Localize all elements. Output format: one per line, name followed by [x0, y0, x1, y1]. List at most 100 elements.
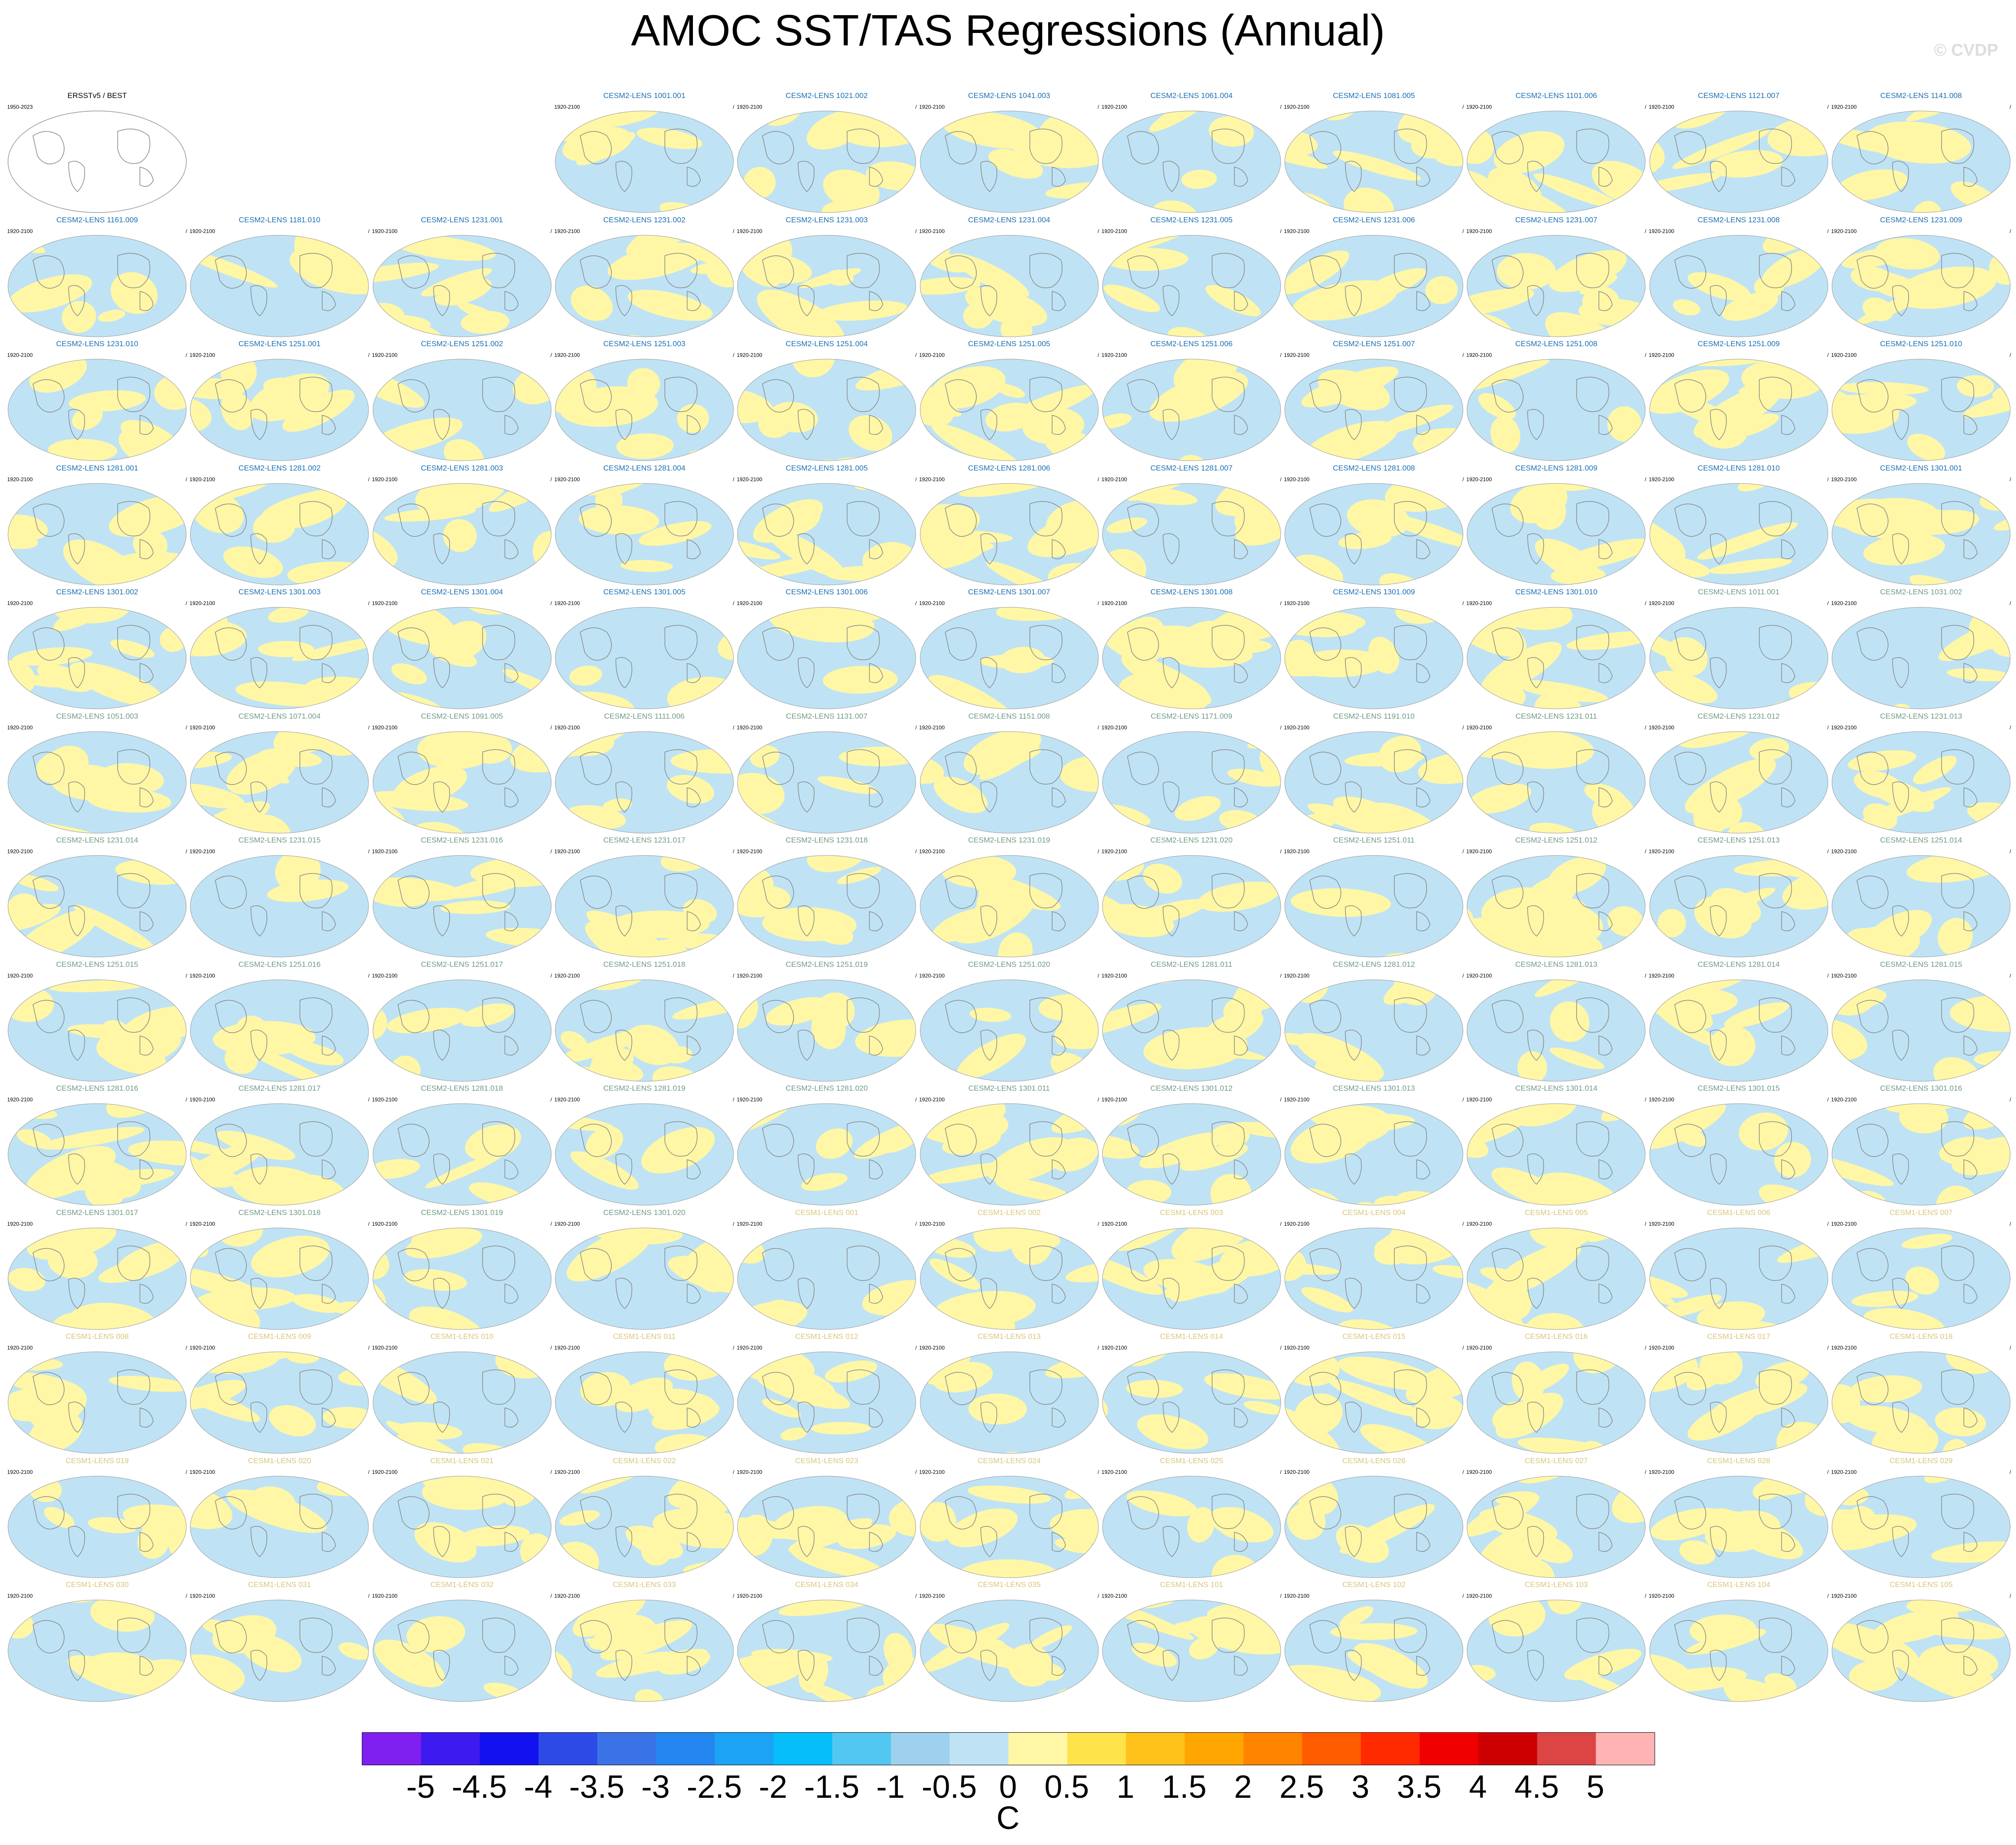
positive-anomaly-blob [1205, 285, 1261, 316]
colorbar [362, 1732, 1655, 1765]
map-outline [373, 483, 552, 585]
coastline [1309, 253, 1430, 316]
panel-separator: / [1098, 104, 1099, 110]
positive-anomaly-blob [1942, 1439, 1970, 1453]
positive-anomaly-blob [727, 607, 733, 612]
positive-anomaly-blob [1336, 1524, 1389, 1563]
panel-separator: / [733, 104, 734, 110]
positive-anomaly-blob [1065, 1260, 1098, 1282]
positive-anomaly-blob [241, 814, 291, 833]
positive-anomaly-blob [933, 776, 988, 813]
panel-separator: / [1098, 1220, 1099, 1227]
coastline [944, 253, 1066, 316]
map-outline [737, 1476, 916, 1578]
regression-map [1832, 1351, 2011, 1454]
regression-map [920, 110, 1098, 213]
panel-separator: / [368, 1469, 370, 1475]
regression-map [190, 359, 369, 461]
map-panel: CESM2-LENS 1301.017 1920-2100 / [6, 1208, 188, 1331]
panel-separator: / [733, 1096, 734, 1103]
regression-map [555, 110, 734, 213]
panel-years: 1920-2100 [919, 1345, 945, 1351]
map-outline [373, 1476, 552, 1578]
positive-anomaly-blob [751, 1206, 794, 1207]
positive-anomaly-blob [969, 1007, 1011, 1022]
positive-anomaly-blob [12, 647, 93, 666]
panel-separator: / [550, 352, 552, 358]
positive-anomaly-blob [373, 262, 439, 283]
panel-title: CESM1-LENS 021 [430, 1456, 494, 1465]
panel-title: CESM1-LENS 008 [66, 1332, 129, 1341]
positive-anomaly-blob [190, 855, 207, 871]
positive-anomaly-blob [386, 1007, 467, 1033]
positive-anomaly-blob [197, 1287, 296, 1311]
regression-map [920, 483, 1098, 585]
coastline [215, 1617, 336, 1681]
regression-map [555, 235, 734, 337]
coastline [1674, 625, 1795, 688]
panel-title: CESM1-LENS 012 [795, 1332, 859, 1341]
map-outline [373, 1351, 552, 1454]
map-outline [920, 483, 1098, 585]
map-outline [1832, 731, 2011, 833]
positive-anomaly-blob [1723, 1678, 1816, 1702]
colorbar-swatch [950, 1733, 1009, 1765]
regression-map [1284, 110, 1463, 213]
panel-title: CESM2-LENS 1301.014 [1515, 1084, 1598, 1092]
panel-title: CESM2-LENS 1281.012 [1332, 960, 1415, 969]
positive-anomaly-blob [403, 1269, 467, 1291]
positive-anomaly-blob [1340, 1606, 1373, 1628]
map-outline [1832, 855, 2011, 957]
positive-anomaly-blob [1696, 1301, 1765, 1330]
panel-title: CESM2-LENS 1251.007 [1332, 340, 1415, 348]
map-outline [1832, 979, 2011, 1081]
map-outline [555, 1227, 734, 1330]
map-outline [737, 359, 916, 461]
positive-anomaly-blob [807, 855, 868, 872]
positive-anomaly-blob [1467, 127, 1495, 164]
colorbar-swatch [1067, 1733, 1127, 1765]
panel-years: 1920-2100 [189, 972, 215, 979]
panel-years: 1920-2100 [1101, 1469, 1127, 1475]
colorbar-tick-label: -2.5 [686, 1769, 742, 1805]
positive-anomaly-blob [578, 505, 659, 535]
regression-map [555, 979, 734, 1081]
panel-years: 1920-2100 [1466, 104, 1492, 110]
map-outline [737, 979, 916, 1081]
panel-separator: / [1645, 724, 1647, 731]
map-panel: CESM2-LENS 1231.006 1920-2100/ [1283, 216, 1465, 339]
panel-title: CESM2-LENS 1031.002 [1880, 588, 1963, 596]
positive-anomaly-blob [384, 507, 476, 522]
panel-separator: / [1827, 600, 1829, 606]
map-panel: CESM2-LENS 1251.007 1920-2100/ [1283, 340, 1465, 462]
positive-anomaly-blob [190, 1654, 245, 1695]
positive-anomaly-blob [1467, 1119, 1489, 1158]
regression-map [8, 1227, 187, 1330]
panel-title: CESM2-LENS 1231.011 [1515, 712, 1597, 720]
observation-map-panel: ERSSTv5 / BEST 1950-2023 [6, 91, 188, 214]
map-panel: CESM1-LENS 016 1920-2100/ [1465, 1332, 1647, 1455]
positive-anomaly-blob [1688, 272, 1751, 301]
panel-years: 1920-2100 [737, 972, 762, 979]
positive-anomaly-blob [641, 1127, 715, 1174]
panel-separator: / [185, 1593, 187, 1599]
positive-anomaly-blob [460, 310, 509, 334]
coastline [1674, 1617, 1795, 1681]
positive-anomaly-blob [826, 269, 854, 286]
coastline [1674, 1493, 1795, 1557]
coastline [944, 1369, 1066, 1433]
positive-anomaly-blob [662, 1046, 692, 1064]
panel-title: CESM1-LENS 027 [1524, 1456, 1588, 1465]
positive-anomaly-blob [1550, 1001, 1590, 1042]
regression-map [373, 1351, 552, 1454]
panel-separator: / [1645, 972, 1647, 979]
regression-map [190, 731, 369, 833]
coastline [33, 253, 154, 316]
panel-years: 1920-2100 [372, 600, 397, 606]
map-panel: CESM2-LENS 1301.019 1920-2100/ [371, 1208, 553, 1331]
positive-anomaly-blob [1171, 1227, 1252, 1262]
positive-anomaly-blob [221, 391, 254, 430]
positive-anomaly-blob [428, 1206, 467, 1207]
coastline [1127, 625, 1248, 688]
panel-years: 1920-2100 [7, 476, 33, 483]
